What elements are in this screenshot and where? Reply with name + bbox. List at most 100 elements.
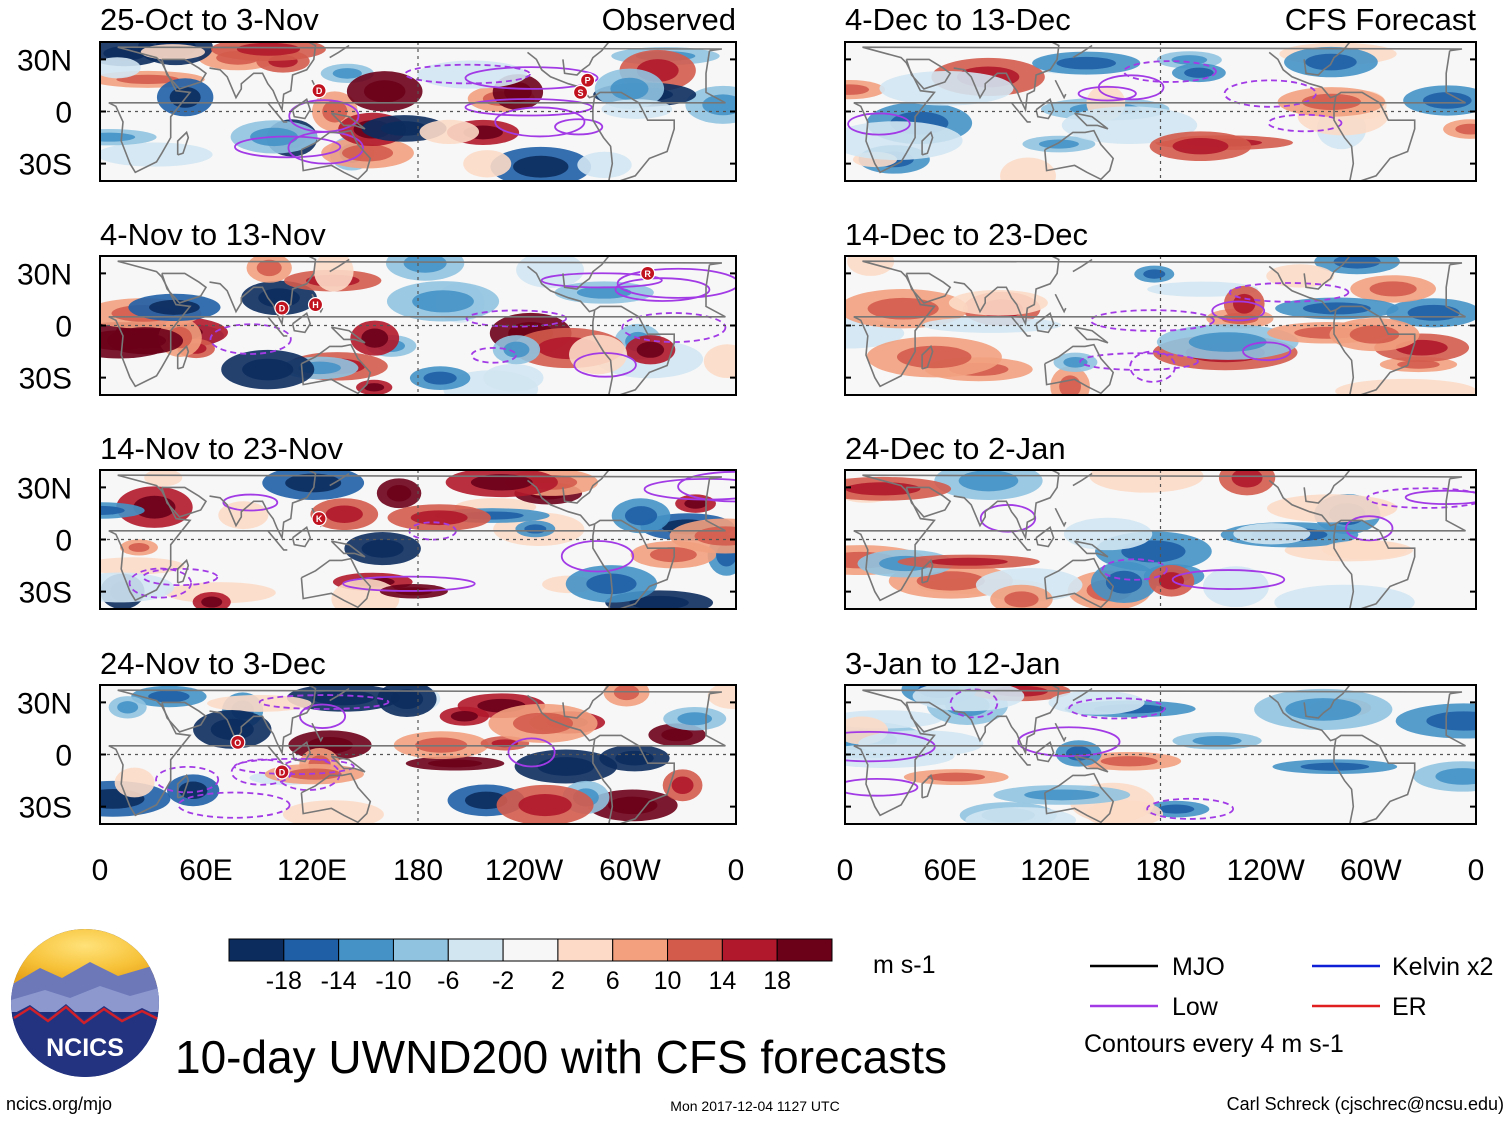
anomaly-core — [613, 685, 640, 701]
legend-label-low: Low — [1172, 993, 1219, 1021]
coastline — [1333, 309, 1355, 395]
low-contour — [560, 540, 635, 573]
timestamp: Mon 2017-12-04 1127 UTC — [670, 1098, 839, 1114]
anomaly-core — [845, 84, 870, 95]
anomaly-core — [1171, 55, 1208, 65]
anomaly-core — [1038, 139, 1079, 149]
coastline — [1303, 256, 1351, 290]
coastline — [1333, 738, 1355, 824]
coastline — [209, 470, 317, 541]
coastline — [921, 773, 934, 799]
anomaly-blob — [282, 800, 384, 824]
anomaly-blob — [164, 582, 276, 604]
anomaly-blob — [207, 694, 312, 712]
low-contour — [464, 98, 593, 117]
anomaly-blob — [1267, 494, 1398, 523]
ncics-logo[interactable]: NCICS — [11, 929, 159, 1080]
low-contour — [1097, 74, 1165, 101]
coastline — [176, 558, 190, 584]
main-title: 10-day UWND200 with CFS forecasts — [175, 1031, 947, 1083]
panel-title-obs-3: 14-Nov to 23-Nov — [100, 431, 343, 466]
site-url[interactable]: ncics.org/mjo — [6, 1094, 112, 1114]
anomaly-core — [133, 495, 176, 519]
colorbar-label: -10 — [375, 967, 411, 995]
colorbar-label: -6 — [437, 967, 459, 995]
low-contour — [299, 703, 347, 729]
low-contour — [614, 277, 711, 302]
longitude-labels: 0 60E 120E 180 120W 60W 0 0 60E 120E 180 120W 60W 0 — [92, 854, 1485, 887]
anomaly-core — [403, 256, 447, 273]
colorbar-swatch — [283, 938, 340, 962]
coastline — [108, 689, 726, 817]
anomaly-core — [929, 557, 1008, 566]
coastline — [1268, 694, 1416, 824]
coastline — [1035, 97, 1055, 120]
panel-title-fcst-2: 14-Dec to 23-Dec — [845, 217, 1088, 252]
coastline — [300, 772, 372, 824]
anomaly-blob — [100, 57, 141, 79]
coastline — [1072, 44, 1093, 59]
anomaly-blob — [516, 256, 584, 288]
wind-anomaly-field — [100, 470, 736, 609]
anomaly-core — [537, 757, 595, 776]
anomaly-core — [1300, 762, 1370, 771]
low-contour — [470, 347, 517, 364]
low-contour — [128, 567, 192, 599]
low-contour — [1242, 341, 1292, 362]
anomaly-blob — [569, 334, 628, 375]
coastline — [1303, 470, 1351, 504]
anomaly-core — [210, 718, 254, 741]
map-panel-obs-2: D H R — [99, 255, 737, 396]
coastline — [905, 272, 952, 304]
anomaly-core — [958, 470, 1019, 492]
colorbar-swatch — [557, 938, 614, 962]
anomaly-core — [100, 505, 125, 515]
coastline — [921, 344, 934, 370]
coastline — [1054, 293, 1067, 314]
anomaly-core — [1285, 698, 1362, 721]
anomaly-blob — [707, 685, 736, 710]
anomaly-core — [410, 510, 468, 526]
anomaly-core — [342, 144, 394, 162]
coastline — [853, 689, 1466, 817]
low-contour — [155, 765, 220, 794]
low-contour — [342, 575, 476, 592]
coastline — [1074, 326, 1109, 344]
wind-anomaly-field — [100, 256, 736, 395]
anomaly-core — [927, 772, 986, 782]
anomaly-core — [684, 498, 707, 509]
column-header-forecast: CFS Forecast — [1285, 2, 1477, 37]
anomaly-core — [450, 711, 478, 722]
anomaly-blob — [1048, 690, 1145, 715]
wind-anomaly-field — [845, 470, 1476, 609]
wind-anomaly-field — [100, 685, 736, 824]
anomaly-blob — [601, 99, 673, 119]
anomaly-core — [364, 383, 385, 392]
coastline — [1044, 129, 1115, 181]
anomaly-core — [867, 297, 939, 320]
anomaly-core — [386, 485, 412, 502]
anomaly-core — [1004, 591, 1039, 608]
anomaly-core — [325, 505, 363, 523]
low-contour — [847, 112, 911, 136]
coastline — [329, 687, 350, 702]
anomaly-core — [361, 328, 389, 348]
anomaly-core — [201, 596, 223, 608]
coastline — [300, 129, 372, 181]
anomaly-core — [1158, 572, 1185, 590]
coastline — [1035, 740, 1055, 763]
storm-marker: D — [274, 300, 290, 316]
coastline — [209, 256, 317, 327]
coastline — [176, 130, 190, 156]
colorbar-label: 14 — [708, 967, 736, 995]
coastline — [267, 530, 288, 551]
coastline — [1074, 755, 1109, 773]
anomaly-core — [258, 288, 300, 308]
anomaly-core — [1231, 470, 1263, 488]
colorbar-swatch — [392, 938, 449, 962]
anomaly-core — [1056, 56, 1116, 70]
anomaly-core — [116, 74, 180, 85]
longitude-label: 0 — [837, 854, 854, 887]
anomaly-core — [629, 595, 689, 609]
coastline — [1010, 745, 1031, 766]
